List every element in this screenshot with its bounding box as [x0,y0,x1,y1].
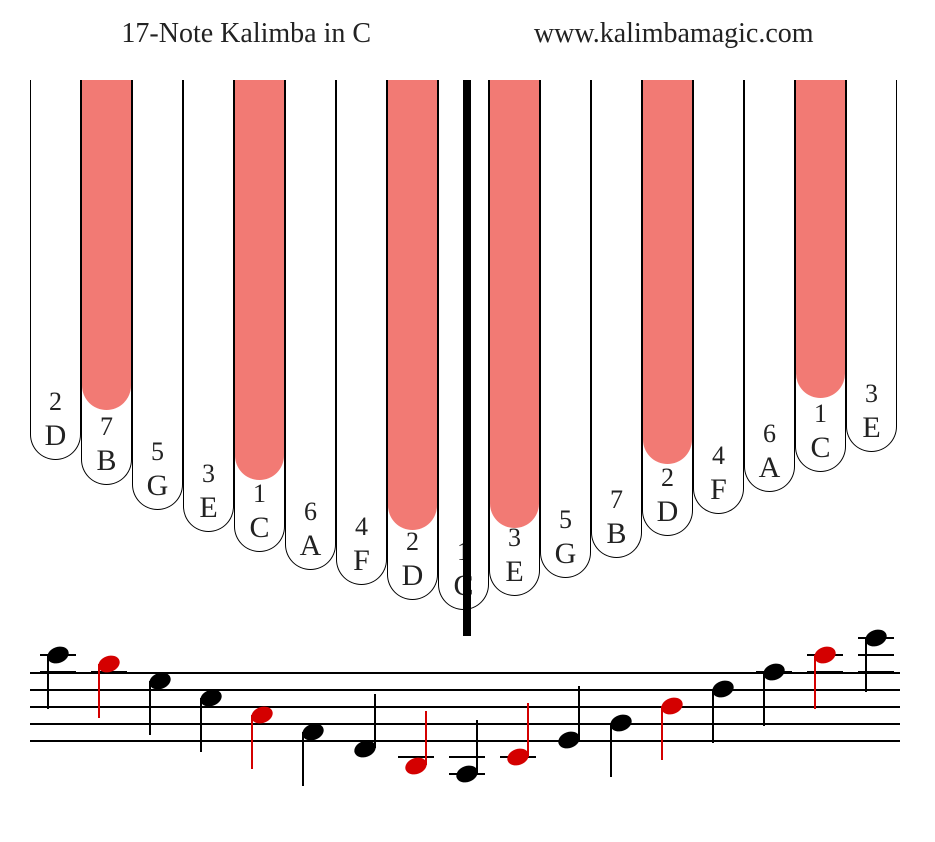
tine-E-3: 3E [183,80,234,532]
tine-number: 2 [388,527,437,557]
tine-F-13: 4F [693,80,744,514]
tine-number: 7 [592,485,641,515]
tine-A-5: 6A [285,80,336,570]
tine-number: 1 [235,479,284,509]
tine-number: 4 [694,441,743,471]
tine-number: 3 [184,459,233,489]
note-stem [865,638,867,692]
ledger-line [858,671,894,673]
note-stem [610,723,612,777]
note-stem [476,720,478,774]
note-stem [200,698,202,752]
tine-D-7: 2D [387,80,438,600]
tine-number: 1 [796,399,845,429]
tine-note-label: E [847,411,896,445]
note-stem [98,664,100,718]
url-text: www.kalimbamagic.com [534,18,814,50]
staff-line [30,723,900,725]
tine-note-label: F [337,544,386,578]
note-stem [47,655,49,709]
tine-note-label: E [184,491,233,525]
ledger-line [449,756,485,758]
note-stem [578,686,580,740]
note-stem [149,681,151,735]
ledger-line [858,654,894,656]
center-divider-bar [463,80,471,636]
tine-E-9: 3E [489,80,540,596]
tine-number: 7 [82,412,131,442]
tine-color-fill [82,80,131,410]
staff-line [30,740,900,742]
tine-C-15: 1C [795,80,846,472]
note-stem [425,711,427,765]
kalimba-tines-diagram: 2D7B5G3E1C6A4F2D1C3E5G7B2D4F6A1C3E [0,80,935,640]
header: 17-Note Kalimba in C www.kalimbamagic.co… [0,0,935,60]
note-stem [374,694,376,748]
tine-color-fill [643,80,692,464]
tine-number: 3 [490,523,539,553]
tine-E-16: 3E [846,80,897,452]
tine-number: 6 [286,497,335,527]
note-stem [763,672,765,726]
tine-note-label: D [31,419,80,453]
tine-note-label: G [133,469,182,503]
tine-note-label: E [490,555,539,589]
ledger-line [807,671,843,673]
note-stem [302,732,304,786]
staff-line [30,706,900,708]
tine-G-2: 5G [132,80,183,510]
tine-color-fill [796,80,845,398]
note-stem [814,655,816,709]
ledger-line [40,671,76,673]
note-stem [251,715,253,769]
tine-note-label: F [694,473,743,507]
note-stem [712,689,714,743]
tine-number: 3 [847,379,896,409]
tine-color-fill [235,80,284,480]
tine-A-14: 6A [744,80,795,492]
tine-number: 2 [643,463,692,493]
tine-G-10: 5G [540,80,591,578]
tine-note-label: D [643,495,692,529]
tine-number: 4 [337,512,386,542]
tine-D-12: 2D [642,80,693,536]
tine-note-label: C [796,431,845,465]
tine-number: 2 [31,387,80,417]
tine-C-4: 1C [234,80,285,552]
title-text: 17-Note Kalimba in C [121,18,371,50]
tine-note-label: B [82,444,131,478]
music-staff [30,672,900,842]
tine-D-0: 2D [30,80,81,460]
tine-B-1: 7B [81,80,132,485]
tine-note-label: C [235,511,284,545]
tine-note-label: B [592,517,641,551]
tine-color-fill [388,80,437,530]
tine-F-6: 4F [336,80,387,585]
tine-B-11: 7B [591,80,642,558]
tine-number: 5 [541,505,590,535]
tine-number: 5 [133,437,182,467]
note-stem [661,706,663,760]
tine-note-label: A [286,529,335,563]
note-stem [527,703,529,757]
tine-number: 6 [745,419,794,449]
tine-note-label: D [388,559,437,593]
tine-color-fill [490,80,539,528]
tine-note-label: A [745,451,794,485]
tine-note-label: G [541,537,590,571]
